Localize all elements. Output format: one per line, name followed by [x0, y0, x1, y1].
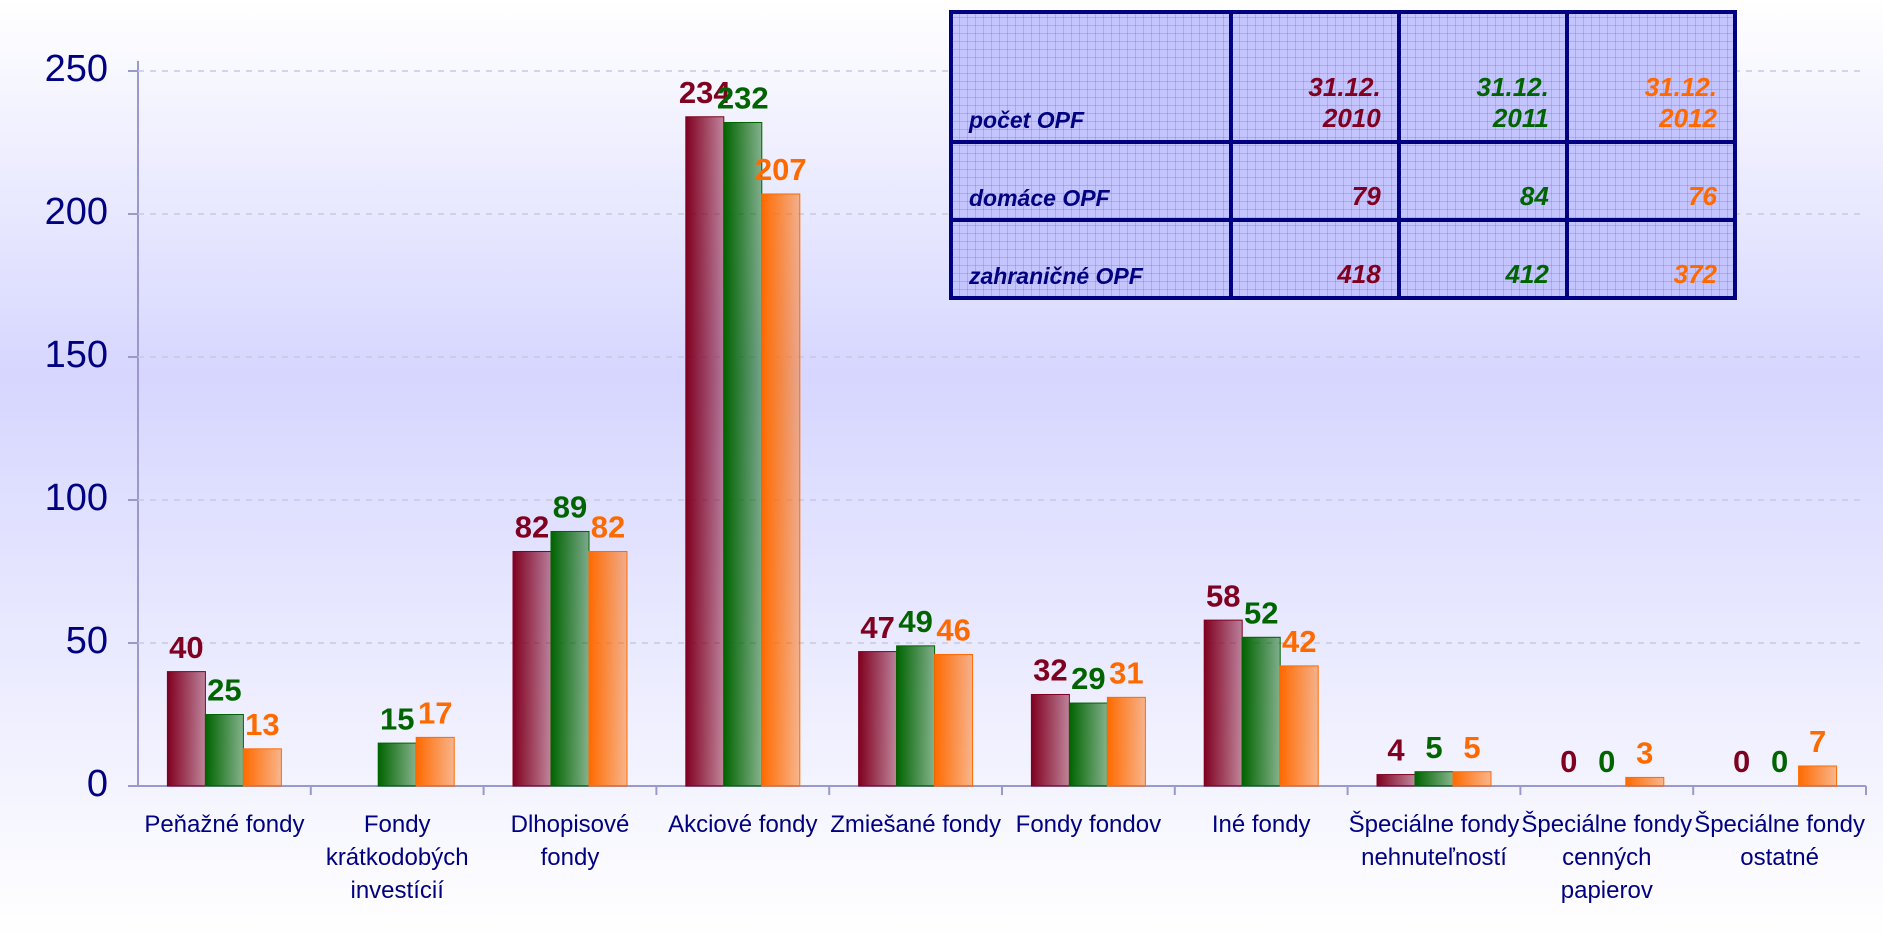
- data-label: 89: [553, 490, 587, 525]
- table-cell: 418: [1228, 217, 1401, 301]
- data-label: 0: [1560, 744, 1577, 779]
- table-cell: 84: [1396, 139, 1569, 222]
- x-tick-label: Peňažné fondy: [144, 811, 305, 838]
- data-label: 42: [1282, 624, 1316, 659]
- table-row: domáce OPF 79 84 76: [949, 139, 1738, 222]
- table-column-header: 31.12. 2011: [1396, 10, 1569, 144]
- bar: [377, 742, 417, 787]
- bar: [858, 651, 898, 787]
- x-tick-label: Akciové fondy: [668, 811, 818, 838]
- data-label: 25: [207, 673, 241, 708]
- data-label: 5: [1463, 730, 1480, 765]
- y-tick-label: 200: [45, 191, 108, 233]
- table-header-row: počet OPF 31.12. 2010 31.12. 2011 31.12. 20…: [949, 10, 1738, 144]
- x-tick-label: Fondy krátkodobých investícií: [325, 811, 469, 904]
- data-label: 47: [860, 610, 894, 645]
- data-label: 52: [1244, 595, 1278, 630]
- x-tick-label: Špeciálne fondy nehnuteľností: [1348, 811, 1520, 871]
- bar: [1452, 771, 1492, 787]
- data-label: 7: [1809, 724, 1826, 759]
- data-label: 13: [245, 707, 279, 742]
- x-tick-label: Iné fondy: [1211, 811, 1311, 838]
- data-label: 46: [936, 613, 970, 648]
- data-label: 0: [1598, 744, 1615, 779]
- bar: [242, 748, 282, 787]
- table-cell: 372: [1564, 217, 1738, 301]
- table-column-header: 31.12. 2010: [1228, 10, 1401, 144]
- bar: [1203, 619, 1243, 787]
- data-label: 31: [1109, 656, 1143, 691]
- table-row-label: zahraničné OPF: [949, 217, 1233, 301]
- data-label: 234: [679, 75, 731, 110]
- bar: [1241, 636, 1281, 787]
- data-label: 17: [418, 696, 452, 731]
- data-label: 4: [1387, 733, 1405, 768]
- data-label: 82: [591, 510, 625, 545]
- bar: [1376, 774, 1416, 787]
- data-label: 49: [898, 604, 932, 639]
- y-tick-label: 50: [66, 620, 108, 662]
- x-tick-label: Fondy fondov: [1015, 811, 1162, 838]
- bar: [550, 530, 590, 787]
- y-tick-label: 0: [87, 763, 108, 805]
- bar: [588, 550, 628, 787]
- bar: [1068, 702, 1108, 787]
- table-corner: počet OPF: [949, 10, 1233, 144]
- table-cell: 79: [1228, 139, 1401, 222]
- bar: [761, 193, 801, 787]
- bar: [1625, 776, 1665, 787]
- table-cell: 76: [1564, 139, 1738, 222]
- data-label: 82: [515, 510, 549, 545]
- data-label: 29: [1071, 661, 1105, 696]
- bar: [166, 671, 206, 787]
- bar: [204, 714, 244, 787]
- y-tick-label: 100: [45, 477, 108, 519]
- bar: [1106, 696, 1146, 787]
- bar: [1279, 665, 1319, 787]
- data-label: 32: [1033, 653, 1067, 688]
- bar: [685, 116, 725, 787]
- bar: [1414, 771, 1454, 787]
- table-row: zahraničné OPF 418 412 372: [949, 217, 1738, 301]
- table-row-label: domáce OPF: [949, 139, 1233, 222]
- y-tick-label: 250: [45, 48, 108, 90]
- x-tick-label: Špeciálne fondy ostatné: [1694, 811, 1865, 871]
- table-column-header: 31.12. 2012: [1564, 10, 1738, 144]
- bar: [1030, 693, 1070, 787]
- x-tick-label: Zmiešané fondy: [830, 811, 1001, 838]
- data-label: 0: [1733, 744, 1750, 779]
- bar: [1798, 765, 1838, 787]
- bar: [723, 121, 763, 787]
- data-label: 3: [1636, 736, 1653, 771]
- bar: [934, 653, 974, 787]
- x-tick-label: Dlhopisové fondy: [510, 811, 630, 871]
- data-label: 58: [1206, 578, 1240, 613]
- summary-table: počet OPF 31.12. 2010 31.12. 2011 31.12. 20…: [949, 10, 1738, 301]
- bar: [896, 645, 936, 787]
- data-label: 0: [1771, 744, 1788, 779]
- table-cell: 412: [1396, 217, 1569, 301]
- data-label: 5: [1425, 730, 1442, 765]
- data-label: 15: [380, 701, 414, 736]
- data-label: 232: [717, 81, 769, 116]
- y-tick-label: 150: [45, 334, 108, 376]
- bar: [415, 736, 455, 787]
- x-tick-label: Špeciálne fondy cenných papierov: [1521, 811, 1693, 904]
- data-label: 40: [169, 630, 203, 665]
- data-label: 207: [755, 152, 807, 187]
- bar: [512, 550, 552, 787]
